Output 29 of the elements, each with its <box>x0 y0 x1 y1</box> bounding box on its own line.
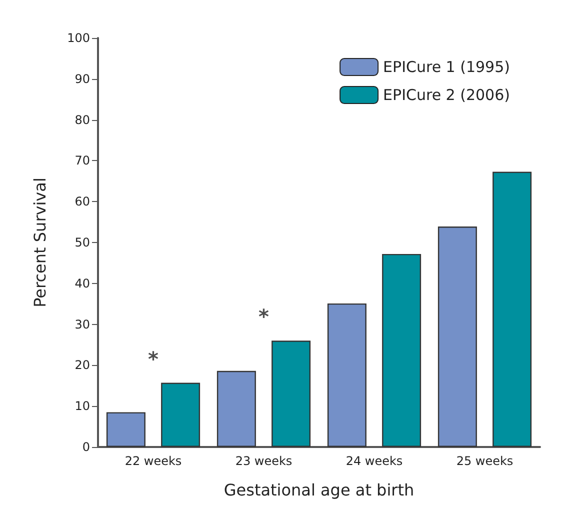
y-tick-label: 90 <box>74 72 90 86</box>
y-tick-label: 50 <box>74 236 90 250</box>
bar <box>216 370 256 447</box>
bar <box>161 382 200 447</box>
y-tick-label: 70 <box>74 154 90 168</box>
bar <box>106 412 146 447</box>
x-axis-title: Gestational age at birth <box>224 480 414 500</box>
y-tick-label: 60 <box>74 194 90 209</box>
y-tick-label: 30 <box>74 317 90 332</box>
bar <box>438 226 477 447</box>
y-tick-label: 10 <box>74 399 90 414</box>
x-tick-label: 22 weeks <box>124 454 182 468</box>
annotation: * <box>148 346 160 371</box>
legend-label: EPICure 1 (1995) <box>383 58 510 76</box>
x-tick-label: 25 weeks <box>456 454 514 468</box>
bar <box>382 254 422 447</box>
y-tick-label: 0 <box>82 440 90 454</box>
x-tick-label: 23 weeks <box>235 454 292 468</box>
bar <box>327 303 366 447</box>
y-tick-label: 40 <box>74 276 90 290</box>
bar <box>492 172 532 447</box>
x-tick-label: 24 weeks <box>346 454 403 468</box>
y-tick-label: 20 <box>74 358 90 372</box>
bar <box>272 340 311 447</box>
y-tick-label: 100 <box>67 31 90 45</box>
annotation: * <box>258 304 270 329</box>
y-axis-title: Percent Survival <box>30 178 50 308</box>
legend-label: EPICure 2 (2006) <box>383 86 510 104</box>
y-tick-label: 80 <box>74 112 90 127</box>
